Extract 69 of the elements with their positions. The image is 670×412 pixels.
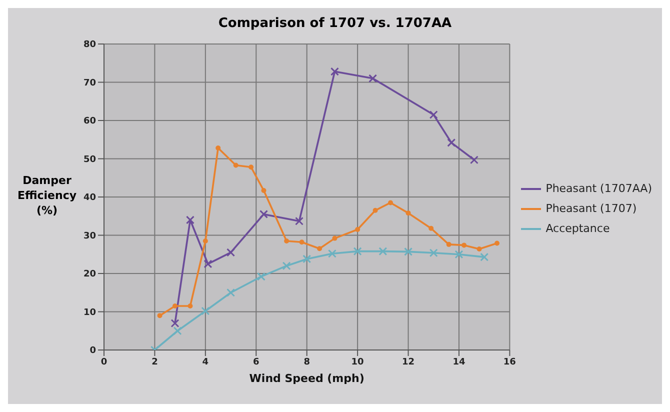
point — [202, 238, 208, 244]
legend-label: Pheasant (1707AA) — [546, 181, 652, 197]
point — [188, 304, 193, 309]
point — [226, 248, 236, 257]
point — [282, 262, 291, 270]
point — [476, 246, 482, 252]
point — [446, 242, 452, 247]
point — [447, 138, 456, 147]
point — [248, 164, 254, 170]
y-tick-label: 10 — [83, 308, 96, 318]
x-tick-label: 2 — [152, 357, 158, 368]
point — [494, 240, 500, 246]
point — [284, 238, 290, 244]
point — [302, 254, 312, 264]
point — [261, 188, 266, 193]
x-tick-label: 10 — [351, 357, 364, 368]
point — [462, 242, 467, 248]
y-tick-label: 60 — [83, 116, 96, 127]
point — [259, 210, 268, 218]
point — [328, 249, 336, 258]
x-tick-label: 6 — [253, 357, 260, 368]
x-tick-label: 8 — [304, 357, 310, 368]
point — [299, 240, 304, 245]
point — [157, 313, 162, 318]
point — [406, 210, 411, 216]
point — [355, 227, 360, 232]
x-tick-label: 12 — [402, 357, 415, 368]
point — [170, 318, 180, 328]
point — [216, 146, 221, 151]
point — [186, 216, 194, 224]
y-tick-label: 30 — [83, 231, 96, 242]
point — [428, 226, 434, 231]
point — [256, 272, 266, 281]
point — [233, 162, 238, 168]
x-tick-label: 0 — [100, 357, 108, 368]
point — [429, 110, 438, 120]
point — [404, 247, 413, 256]
point — [204, 260, 212, 268]
point — [429, 248, 438, 258]
point — [332, 236, 338, 241]
y-tick-label: 50 — [83, 154, 96, 165]
point — [173, 326, 182, 336]
chart-title: Comparison of 1707 vs. 1707AA — [217, 16, 453, 31]
legend-label: Pheasant (1707) — [546, 201, 637, 217]
point — [372, 208, 378, 213]
y-tick-label: 70 — [83, 78, 96, 88]
point — [388, 200, 394, 206]
point — [317, 246, 322, 252]
x-axis-title: Wind Speed (mph) — [249, 372, 364, 385]
legend-label: Acceptance — [546, 221, 610, 237]
point — [480, 252, 489, 262]
y-tick-label: 20 — [83, 270, 96, 280]
y-tick-label: 80 — [83, 40, 96, 50]
x-tick-label: 16 — [503, 357, 516, 368]
point — [330, 67, 339, 76]
point — [470, 156, 478, 164]
x-tick-label: 14 — [452, 357, 466, 368]
x-tick-label: 4 — [202, 357, 209, 368]
point — [353, 247, 362, 256]
point — [454, 250, 464, 259]
point — [378, 247, 388, 256]
y-tick-label: 40 — [83, 193, 96, 204]
point — [226, 288, 236, 297]
y-tick-label: 0 — [90, 346, 96, 356]
point — [172, 304, 178, 309]
y-axis-title: Damper Efficiency (%) — [16, 173, 78, 218]
point — [368, 74, 378, 83]
point — [201, 306, 210, 316]
point — [294, 216, 304, 226]
